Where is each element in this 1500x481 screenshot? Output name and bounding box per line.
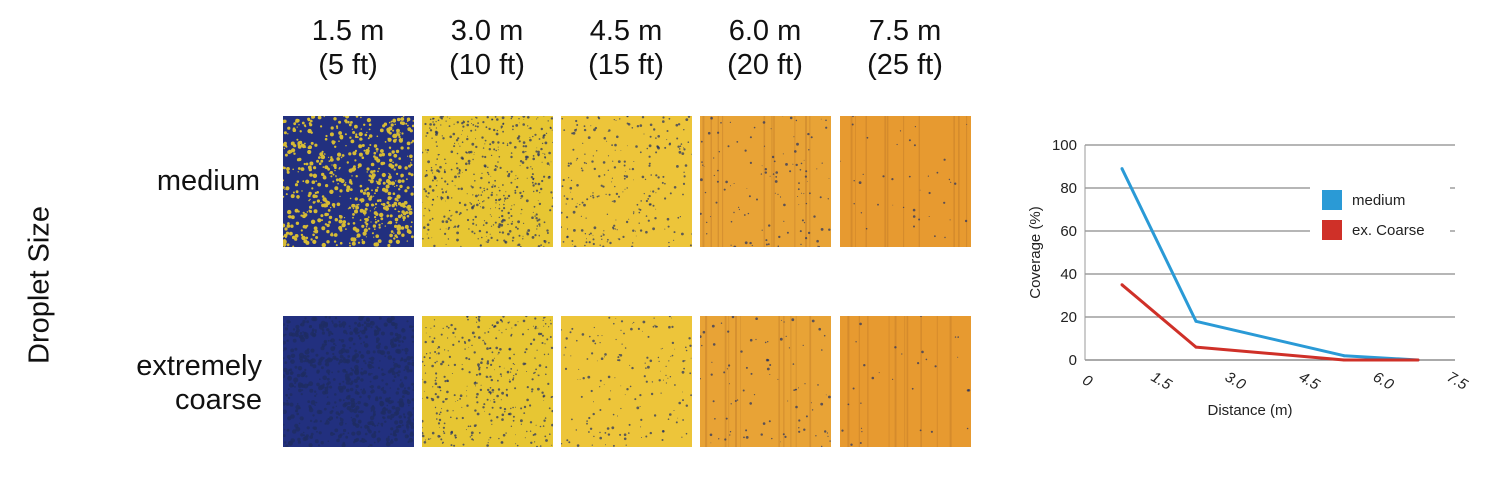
column-label-2: 3.0 m (10 ft) <box>422 14 552 82</box>
y-tick-label-40: 40 <box>1060 266 1077 283</box>
spray-card-r1-c4 <box>700 116 831 247</box>
spray-card-r2-c5 <box>840 316 971 447</box>
spray-card-r1-c2 <box>422 116 553 247</box>
column-label-2-line2: (10 ft) <box>449 49 525 81</box>
column-label-2-line1: 3.0 m <box>450 15 524 47</box>
series-line-2 <box>1121 283 1418 362</box>
column-label-3: 4.5 m (15 ft) <box>561 14 691 82</box>
legend-swatch-1 <box>1322 190 1342 210</box>
y-tick-label-20: 20 <box>1060 309 1077 326</box>
x-tick-label-4.5: 4.5 <box>1296 369 1323 394</box>
x-tick-label-6.0: 6.0 <box>1370 369 1397 394</box>
series-2-point-3 <box>1342 358 1346 362</box>
legend-label-1: medium <box>1352 192 1405 209</box>
column-label-4-line2: (20 ft) <box>727 49 803 81</box>
x-tick-label-0: 0 <box>1079 372 1095 391</box>
y-tick-label-0: 0 <box>1069 352 1077 369</box>
series-1-point-2 <box>1194 319 1198 323</box>
row-label-medium-line1: medium <box>156 165 260 197</box>
coverage-chart: 0 20 40 60 80 100 0 1.5 3.0 4.5 6.0 7.5 Distance (m)… <box>1027 137 1471 419</box>
column-label-5: 7.5 m (25 ft) <box>840 14 970 82</box>
x-tick-label-7.5: 7.5 <box>1444 369 1471 394</box>
legend-swatch-2 <box>1322 220 1342 240</box>
legend-label-2: ex. Coarse <box>1352 222 1425 239</box>
row-label-medium: medium <box>60 164 260 198</box>
spray-card-r2-c4 <box>700 316 831 447</box>
column-label-3-line1: 4.5 m <box>589 15 663 47</box>
row-label-extremely-coarse: extremely coarse <box>62 349 262 417</box>
column-label-5-line1: 7.5 m <box>868 15 942 47</box>
spray-card-r2-c2 <box>422 316 553 447</box>
y-axis-title: Coverage (%) <box>1027 206 1044 299</box>
y-tick-label-60: 60 <box>1060 223 1077 240</box>
spray-card-r2-c3 <box>561 316 692 447</box>
column-label-1-line2: (5 ft) <box>318 49 378 81</box>
series-1-point-3 <box>1342 354 1346 358</box>
y-tick-label-100: 100 <box>1052 137 1077 154</box>
column-label-1-line1: 1.5 m <box>311 15 385 47</box>
x-tick-label-3.0: 3.0 <box>1222 369 1249 394</box>
row-label-coarse-line2: coarse <box>174 384 262 416</box>
series-line-1 <box>1120 168 1419 362</box>
spray-card-r1-c3 <box>561 116 692 247</box>
column-label-4-line1: 6.0 m <box>728 15 802 47</box>
x-axis-title: Distance (m) <box>1207 402 1292 419</box>
series-1-point-1 <box>1120 167 1124 171</box>
y-tick-label-80: 80 <box>1060 180 1077 197</box>
column-label-5-line2: (25 ft) <box>867 49 943 81</box>
spray-card-r1-c1 <box>283 116 414 247</box>
x-tick-label-1.5: 1.5 <box>1148 369 1175 394</box>
series-2-point-1 <box>1120 283 1124 287</box>
droplet-size-title: Droplet Size <box>23 206 56 364</box>
column-label-3-line2: (15 ft) <box>588 49 664 81</box>
series-2-point-4 <box>1416 358 1420 362</box>
spray-card-r2-c1 <box>283 316 414 447</box>
column-label-1: 1.5 m (5 ft) <box>283 14 413 82</box>
column-label-4: 6.0 m (20 ft) <box>700 14 830 82</box>
row-label-coarse-line1: extremely <box>136 350 262 382</box>
series-2-point-2 <box>1194 345 1198 349</box>
spray-card-r1-c5 <box>840 116 971 247</box>
